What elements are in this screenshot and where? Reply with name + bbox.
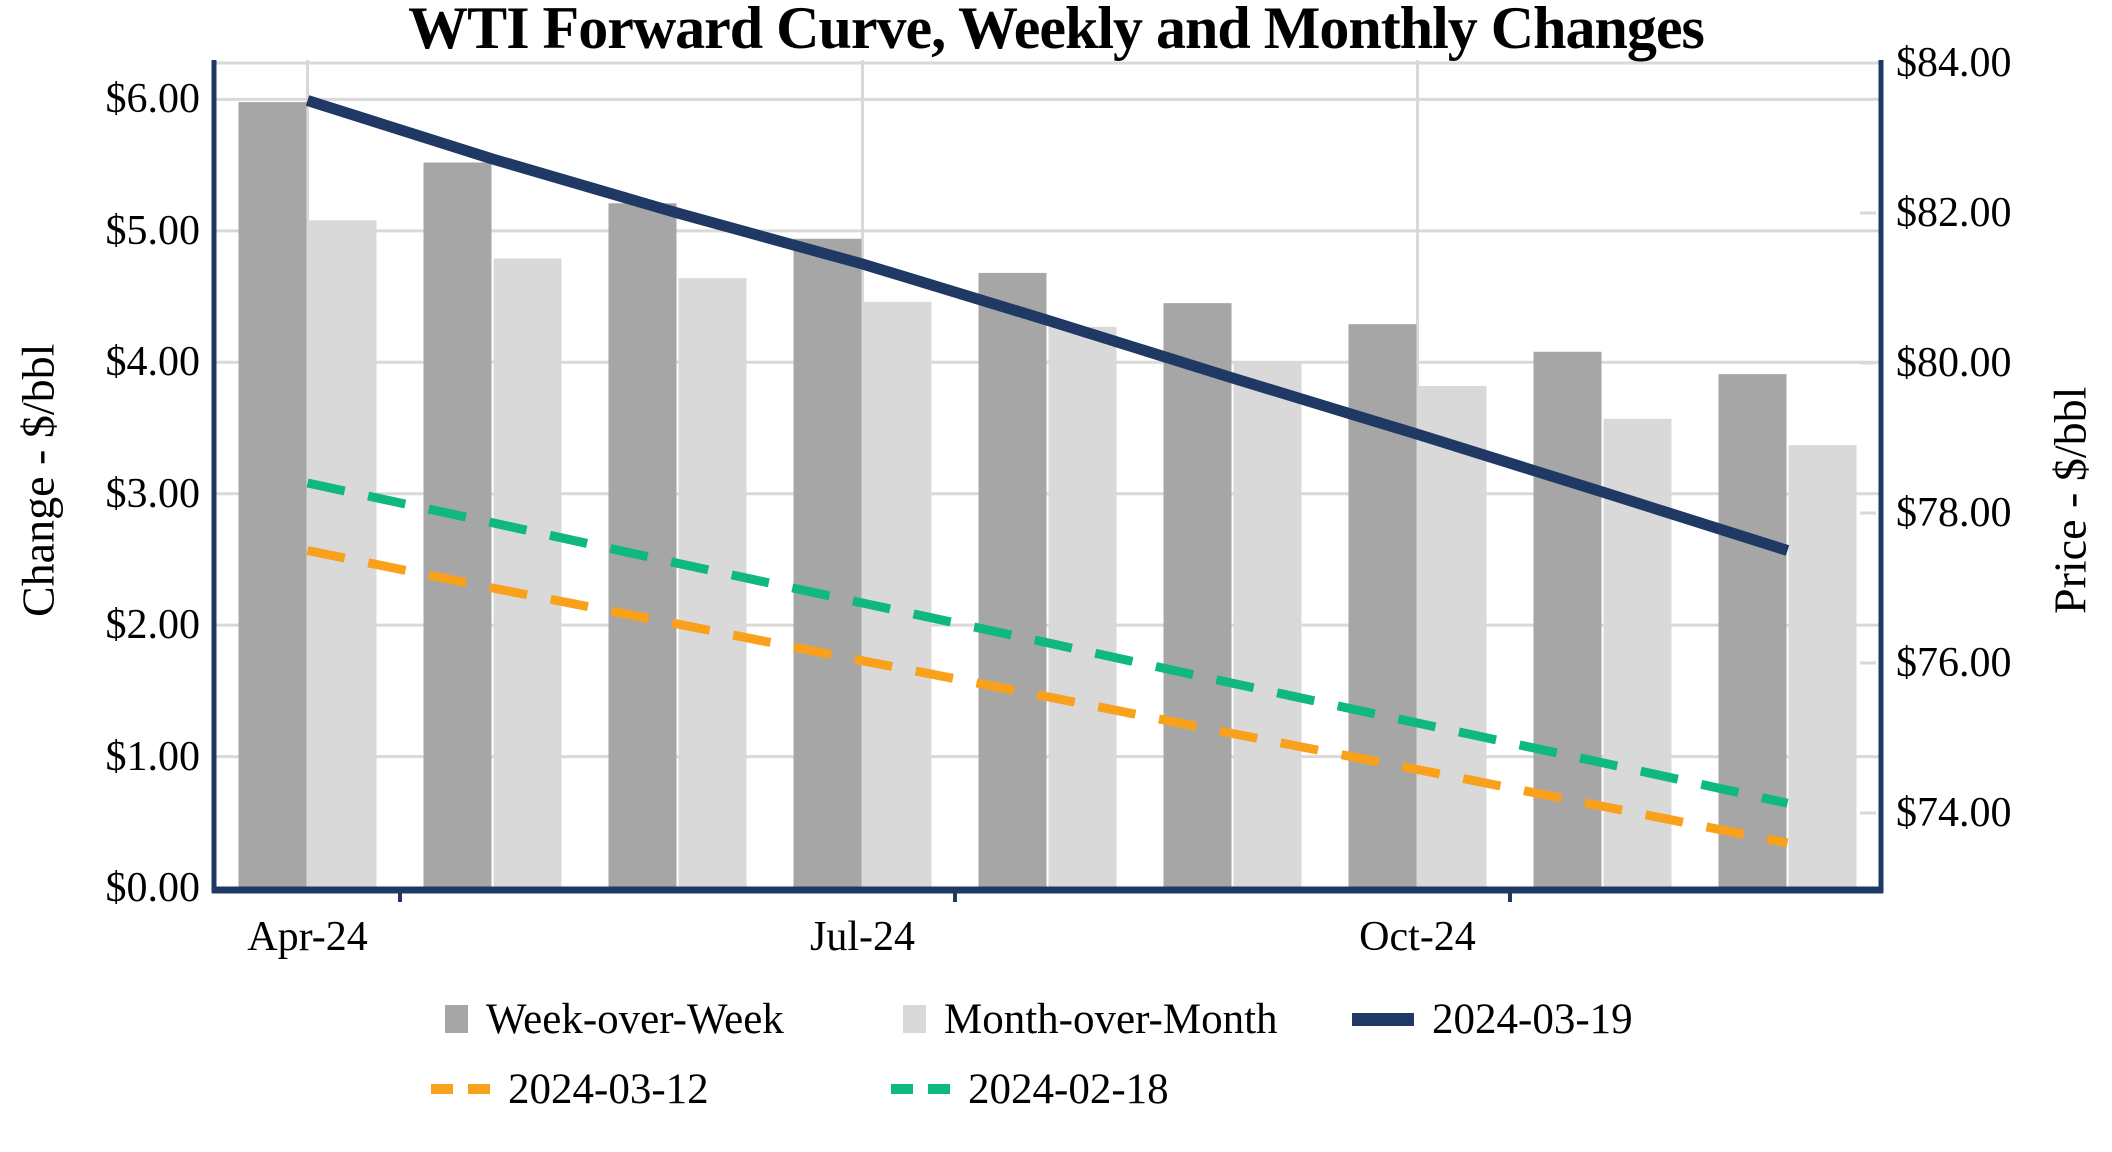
- bar-week-over-week-8: [1718, 374, 1787, 889]
- legend-item-2024-03-19: 2024-03-19: [1352, 992, 1633, 1046]
- legend-item-week-over-week: Week-over-Week: [445, 992, 784, 1046]
- bar-month-over-month-6: [1418, 385, 1487, 888]
- legend-label: Week-over-Week: [486, 995, 784, 1043]
- bar-week-over-week-2: [608, 203, 677, 888]
- legend-swatch-solid: [1352, 1012, 1414, 1026]
- line-2024-02-18: [306, 478, 1789, 808]
- bar-week-over-week-0: [238, 102, 307, 889]
- right-axis-tick-label: $78.00: [1896, 490, 2012, 536]
- legend-label: Month-over-Month: [944, 995, 1278, 1043]
- x-axis-tick-label: Oct-24: [1359, 914, 1476, 960]
- legend-label: 2024-03-19: [1432, 995, 1633, 1043]
- bar-month-over-month-1: [493, 258, 562, 888]
- x-axis-tick-label: Apr-24: [247, 914, 368, 960]
- legend-label: 2024-03-12: [508, 1065, 709, 1113]
- bar-month-over-month-2: [678, 278, 747, 889]
- x-axis-tick-label: Jul-24: [810, 914, 915, 960]
- bar-month-over-month-3: [863, 301, 932, 888]
- left-axis-tick-label: $1.00: [105, 733, 201, 780]
- right-axis-tick-label: $82.00: [1896, 190, 2012, 236]
- bar-week-over-week-6: [1348, 324, 1417, 889]
- left-axis-tick-label: $5.00: [105, 207, 201, 254]
- line-2024-03-12: [306, 546, 1789, 848]
- bar-month-over-month-5: [1233, 360, 1302, 888]
- legend-swatch-bar: [445, 1005, 468, 1033]
- bar-month-over-month-4: [1048, 326, 1117, 888]
- chart-title: WTI Forward Curve, Weekly and Monthly Ch…: [408, 0, 1705, 61]
- left-axis-tick-label: $4.00: [105, 339, 201, 386]
- left-axis-tick-label: $3.00: [105, 470, 201, 517]
- legend-swatch-dashed: [431, 1084, 490, 1094]
- right-axis-tick-label: $84.00: [1896, 40, 2012, 86]
- right-axis-tick-label: $80.00: [1896, 340, 2012, 386]
- bar-week-over-week-5: [1163, 303, 1232, 889]
- left-axis-tick-label: $6.00: [105, 76, 201, 123]
- line-2024-03-19: [305, 95, 1790, 556]
- legend-label: 2024-02-18: [968, 1065, 1169, 1113]
- legend-swatch-dashed: [891, 1084, 950, 1094]
- legend-item-2024-02-18: 2024-02-18: [891, 1062, 1169, 1116]
- bar-week-over-week-3: [793, 238, 862, 888]
- bar-week-over-week-1: [423, 162, 492, 888]
- legend-swatch-bar: [903, 1005, 926, 1033]
- legend-item-month-over-month: Month-over-Month: [903, 992, 1278, 1046]
- left-axis-tick-label: $2.00: [105, 602, 201, 649]
- right-axis-tick-label: $76.00: [1896, 640, 2012, 686]
- right-axis-tick-label: $74.00: [1896, 790, 2012, 836]
- left-axis-tick-label: $0.00: [105, 865, 201, 911]
- bar-month-over-month-8: [1788, 445, 1857, 888]
- legend-item-2024-03-12: 2024-03-12: [431, 1062, 709, 1116]
- bar-week-over-week-4: [978, 272, 1047, 888]
